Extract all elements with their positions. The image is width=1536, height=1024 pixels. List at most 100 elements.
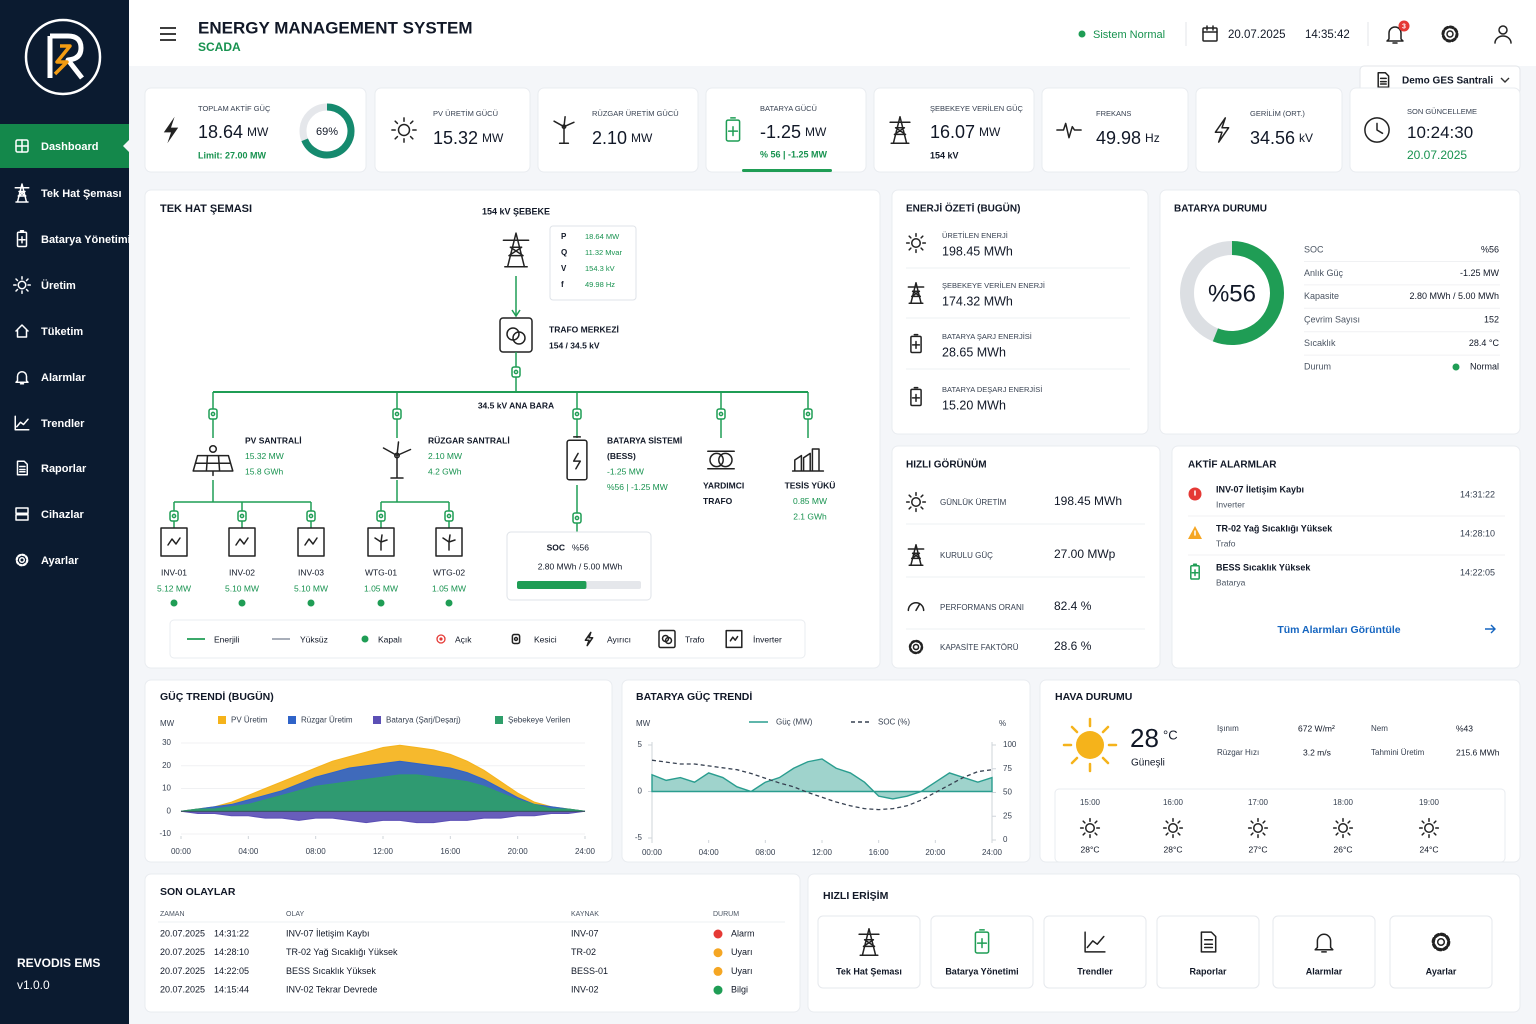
icon-part: [15, 371, 29, 385]
icon-gear: [1431, 932, 1451, 952]
icon-tower: [858, 928, 880, 956]
icon-load: [791, 448, 825, 472]
alarm-item[interactable]: BESS Sıcaklık Yüksek Batarya 14:22:05: [1190, 562, 1495, 587]
icon-warn: [1188, 526, 1202, 539]
icon-part: [1252, 822, 1264, 834]
kpi-value: -1.25 MW: [760, 122, 827, 142]
gauge-label: 69%: [316, 126, 338, 138]
icon-part: [15, 324, 29, 338]
kpi-number: 34.56: [1250, 128, 1295, 148]
settings-button[interactable]: [1441, 25, 1459, 43]
header-time: 14:35:42: [1305, 29, 1350, 41]
icon-breaker: [716, 408, 726, 420]
quick-access-button[interactable]: Trendler: [1043, 915, 1147, 989]
icon-part: [382, 441, 412, 479]
nav-item[interactable]: Tüketim: [15, 324, 83, 338]
quick-access-button[interactable]: Ayarlar: [1389, 915, 1493, 989]
nav-active-notch: [123, 140, 129, 152]
legend-symbol: [361, 635, 369, 643]
icon-gear: [1441, 25, 1459, 43]
legend-label: SOC (%): [878, 718, 910, 727]
nav-label: Dashboard: [41, 141, 98, 153]
event-date: 20.07.2025: [160, 928, 205, 938]
nav-item[interactable]: Batarya Yönetimi: [16, 230, 131, 248]
soc-energy: 2.80 MWh / 5.00 MWh: [538, 561, 623, 571]
hamburger[interactable]: [160, 27, 176, 41]
column-header: DURUM: [713, 911, 739, 918]
icon-part: [584, 631, 594, 647]
nav-item[interactable]: Üretim: [13, 276, 76, 294]
kpi-label: BATARYA GÜCÜ: [760, 104, 817, 113]
icon-part: [907, 544, 925, 566]
y2-tick-label: 50: [1003, 788, 1012, 797]
icon-part: [19, 557, 25, 563]
kpi-card: [1349, 87, 1521, 173]
quick-access-button[interactable]: Alarmlar: [1272, 915, 1376, 989]
quick-view-label: PERFORMANS ORANI: [940, 603, 1024, 612]
icon-part: [392, 408, 402, 420]
panel-title: AKTİF ALARMLAR: [1188, 458, 1277, 471]
y-tick-label: 0: [638, 787, 643, 796]
icon-tower: [907, 544, 925, 566]
icon-part: [1364, 117, 1390, 143]
notifications-button[interactable]: 3: [1386, 20, 1410, 44]
icon-battery: [16, 230, 28, 248]
x-tick-label: 12:00: [812, 848, 833, 857]
icon-home: [15, 324, 29, 338]
icon-part: [905, 232, 927, 254]
nav-item[interactable]: Tek Hat Şeması: [14, 183, 122, 203]
y-tick-label: -5: [635, 833, 643, 842]
icon-part: [15, 553, 29, 567]
nav-item[interactable]: Ayarlar: [15, 553, 79, 567]
x-tick-label: 24:00: [575, 847, 596, 856]
nav-item[interactable]: Raporlar: [16, 460, 87, 476]
nav-item[interactable]: Cihazlar: [15, 507, 85, 521]
feeder-title: TRAFO: [703, 496, 733, 506]
calendar-button[interactable]: [1202, 25, 1218, 42]
panel-title: HIZLI ERİŞİM: [823, 889, 889, 902]
legend-symbol: [436, 634, 446, 644]
icon-sun: [905, 491, 927, 513]
version: v1.0.0: [17, 978, 50, 992]
x-tick-label: 20:00: [508, 847, 529, 856]
icon-part: [14, 415, 30, 431]
icon-part: [1056, 122, 1082, 139]
unit-status: [307, 599, 315, 607]
nav-item[interactable]: Alarmlar: [15, 371, 86, 385]
quick-view-panel: [891, 445, 1161, 669]
kpi-unit: MW: [631, 131, 653, 145]
alarm-item[interactable]: TR-02 Yağ Sıcaklığı Yüksek Trafo 14:28:10: [1188, 523, 1495, 548]
icon-part: [442, 534, 456, 551]
nav-item[interactable]: Trendler: [14, 415, 85, 431]
legend-label: Enerjili: [214, 634, 240, 644]
kpi-value: 15.32 MW: [433, 128, 504, 148]
alarm-time: 14:28:10: [1460, 528, 1495, 538]
alarm-item[interactable]: INV-07 İletişim Kaybı Inverter 14:31:22: [1188, 484, 1496, 509]
header-bar: [129, 0, 1536, 66]
area: [180, 810, 586, 824]
icon-part: [1162, 817, 1184, 839]
measurement-value: 154.3 kV: [585, 264, 615, 273]
feeder-value: 2.10 MW: [428, 451, 462, 461]
nav-item[interactable]: Dashboard: [15, 139, 98, 153]
icon-part: [374, 534, 388, 551]
legend-box: [169, 619, 806, 659]
battery-row-label: Sıcaklık: [1304, 338, 1336, 348]
alarm-time: 14:31:22: [1460, 489, 1495, 499]
icon-part: [1376, 122, 1384, 135]
icon-part: [394, 452, 400, 459]
icon-part: [727, 117, 739, 137]
kpi-note: 154 kV: [930, 150, 959, 160]
legend-symbol: [439, 637, 443, 641]
quick-access-button[interactable]: Raporlar: [1156, 915, 1260, 989]
view-all-alarms-link[interactable]: Tüm Alarmları Görüntüle: [1277, 624, 1496, 636]
quick-access-button[interactable]: Tek Hat Şeması: [817, 915, 921, 989]
kpi-card: [1041, 87, 1189, 173]
icon-bolt: [163, 116, 179, 144]
user-button[interactable]: [1494, 25, 1512, 44]
icon-doc: [16, 460, 28, 476]
icon-part: [1494, 35, 1512, 44]
quick-access-button[interactable]: Batarya Yönetimi: [930, 915, 1034, 989]
